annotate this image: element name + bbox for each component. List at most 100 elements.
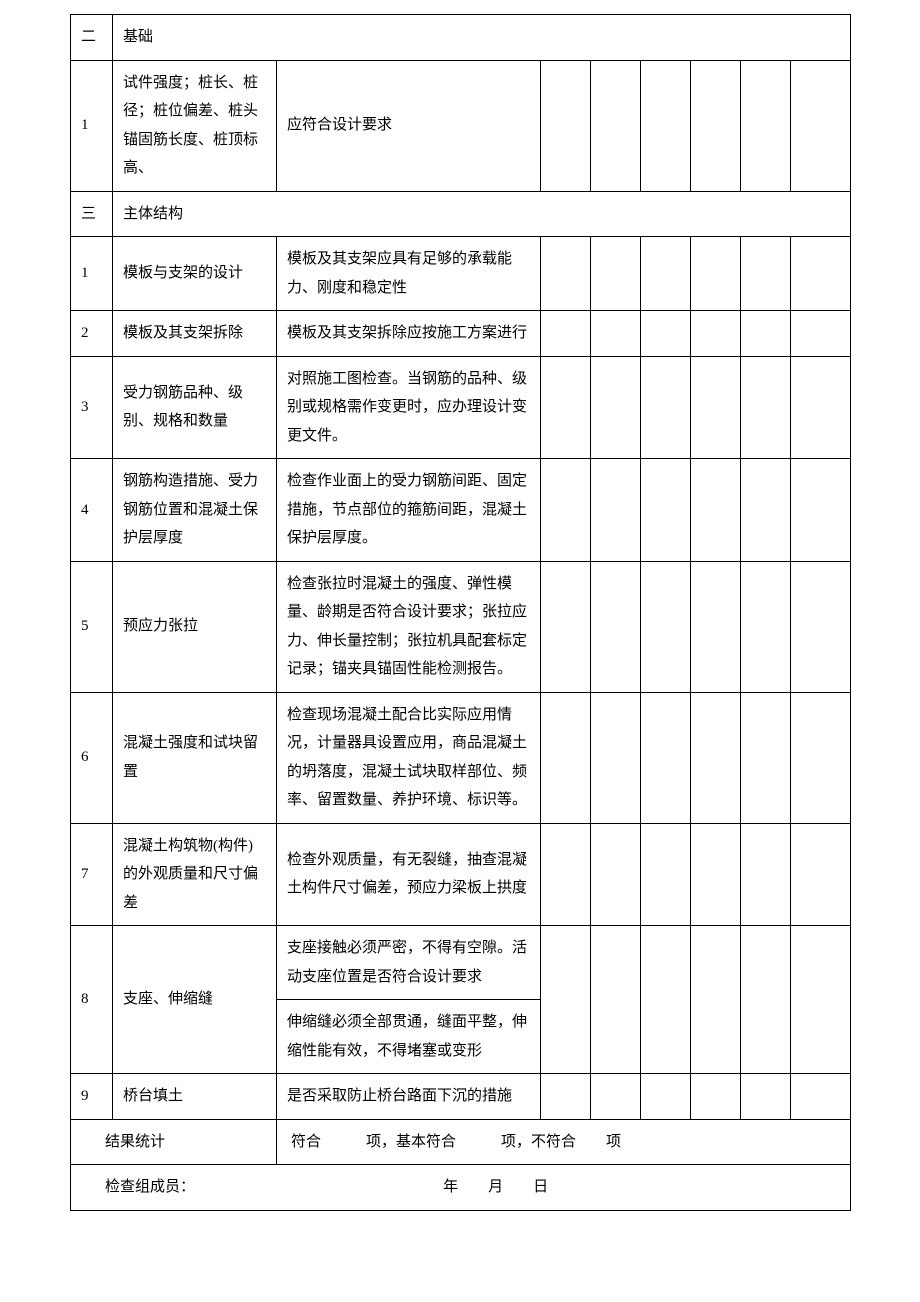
cell-blank xyxy=(741,237,791,311)
results-label: 结果统计 xyxy=(71,1119,277,1165)
cell-blank xyxy=(741,311,791,357)
row-num: 3 xyxy=(71,356,113,459)
section-header-two: 二 基础 xyxy=(71,15,851,61)
cell-blank xyxy=(691,926,741,1074)
cell-blank xyxy=(641,311,691,357)
table-row: 1 试件强度；桩长、桩径；桩位偏差、桩头锚固筋长度、桩顶标高、 应符合设计要求 xyxy=(71,60,851,191)
cell-blank xyxy=(591,561,641,692)
table-row: 1 模板与支架的设计 模板及其支架应具有足够的承载能力、刚度和稳定性 xyxy=(71,237,851,311)
table-row: 3 受力钢筋品种、级别、规格和数量 对照施工图检查。当钢筋的品种、级别或规格需作… xyxy=(71,356,851,459)
row-desc: 支座接触必须严密，不得有空隙。活动支座位置是否符合设计要求 xyxy=(277,926,541,1000)
cell-blank xyxy=(541,1074,591,1120)
row-item: 试件强度；桩长、桩径；桩位偏差、桩头锚固筋长度、桩顶标高、 xyxy=(113,60,277,191)
cell-blank xyxy=(791,561,851,692)
cell-blank xyxy=(641,561,691,692)
cell-blank xyxy=(591,60,641,191)
cell-blank xyxy=(691,823,741,926)
cell-blank xyxy=(791,459,851,562)
cell-blank xyxy=(541,926,591,1074)
cell-blank xyxy=(591,237,641,311)
row-desc: 模板及其支架拆除应按施工方案进行 xyxy=(277,311,541,357)
table-row: 6 混凝土强度和试块留置 检查现场混凝土配合比实际应用情况，计量器具设置应用，商… xyxy=(71,692,851,823)
row-desc: 应符合设计要求 xyxy=(277,60,541,191)
cell-blank xyxy=(541,561,591,692)
cell-blank xyxy=(591,823,641,926)
row-desc: 检查外观质量，有无裂缝，抽查混凝土构件尺寸偏差，预应力梁板上拱度 xyxy=(277,823,541,926)
cell-blank xyxy=(591,926,641,1074)
table-row: 4 钢筋构造措施、受力钢筋位置和混凝土保护层厚度 检查作业面上的受力钢筋间距、固… xyxy=(71,459,851,562)
cell-blank xyxy=(641,237,691,311)
cell-blank xyxy=(591,311,641,357)
cell-blank xyxy=(741,561,791,692)
cell-blank xyxy=(691,1074,741,1120)
cell-blank xyxy=(791,311,851,357)
cell-blank xyxy=(741,459,791,562)
cell-blank xyxy=(591,692,641,823)
members-cell: 检查组成员：年 月 日 xyxy=(71,1165,851,1211)
members-row: 检查组成员：年 月 日 xyxy=(71,1165,851,1211)
section-num: 三 xyxy=(71,191,113,237)
row-desc: 模板及其支架应具有足够的承载能力、刚度和稳定性 xyxy=(277,237,541,311)
cell-blank xyxy=(641,1074,691,1120)
cell-blank xyxy=(691,311,741,357)
row-num: 2 xyxy=(71,311,113,357)
cell-blank xyxy=(791,60,851,191)
row-desc: 检查作业面上的受力钢筋间距、固定措施，节点部位的箍筋间距，混凝土保护层厚度。 xyxy=(277,459,541,562)
row-item: 预应力张拉 xyxy=(113,561,277,692)
row-item: 受力钢筋品种、级别、规格和数量 xyxy=(113,356,277,459)
cell-blank xyxy=(541,356,591,459)
cell-blank xyxy=(641,926,691,1074)
row-item: 模板与支架的设计 xyxy=(113,237,277,311)
cell-blank xyxy=(741,356,791,459)
date-text: 年 月 日 xyxy=(443,1173,548,1202)
cell-blank xyxy=(691,561,741,692)
cell-blank xyxy=(591,1074,641,1120)
row-item: 钢筋构造措施、受力钢筋位置和混凝土保护层厚度 xyxy=(113,459,277,562)
results-row: 结果统计 符合 项，基本符合 项，不符合 项 xyxy=(71,1119,851,1165)
cell-blank xyxy=(641,60,691,191)
results-text: 符合 项，基本符合 项，不符合 项 xyxy=(277,1119,851,1165)
cell-blank xyxy=(691,60,741,191)
row-desc: 检查现场混凝土配合比实际应用情况，计量器具设置应用，商品混凝土的坍落度，混凝土试… xyxy=(277,692,541,823)
row-num: 7 xyxy=(71,823,113,926)
row-num: 9 xyxy=(71,1074,113,1120)
cell-blank xyxy=(741,823,791,926)
cell-blank xyxy=(791,692,851,823)
cell-blank xyxy=(741,60,791,191)
row-desc: 对照施工图检查。当钢筋的品种、级别或规格需作变更时，应办理设计变更文件。 xyxy=(277,356,541,459)
cell-blank xyxy=(541,237,591,311)
cell-blank xyxy=(541,692,591,823)
section-title: 主体结构 xyxy=(113,191,851,237)
row-desc: 检查张拉时混凝土的强度、弹性模量、龄期是否符合设计要求；张拉应力、伸长量控制；张… xyxy=(277,561,541,692)
row-item: 支座、伸缩缝 xyxy=(113,926,277,1074)
cell-blank xyxy=(791,1074,851,1120)
row-num: 1 xyxy=(71,60,113,191)
row-desc: 是否采取防止桥台路面下沉的措施 xyxy=(277,1074,541,1120)
cell-blank xyxy=(541,823,591,926)
cell-blank xyxy=(741,692,791,823)
table-row: 2 模板及其支架拆除 模板及其支架拆除应按施工方案进行 xyxy=(71,311,851,357)
section-title: 基础 xyxy=(113,15,851,61)
section-num: 二 xyxy=(71,15,113,61)
table-row: 7 混凝土构筑物(构件)的外观质量和尺寸偏差 检查外观质量，有无裂缝，抽查混凝土… xyxy=(71,823,851,926)
members-label: 检查组成员： xyxy=(105,1173,443,1202)
row-num: 8 xyxy=(71,926,113,1074)
cell-blank xyxy=(741,926,791,1074)
cell-blank xyxy=(791,823,851,926)
cell-blank xyxy=(791,926,851,1074)
row-num: 1 xyxy=(71,237,113,311)
cell-blank xyxy=(791,237,851,311)
row-item: 混凝土构筑物(构件)的外观质量和尺寸偏差 xyxy=(113,823,277,926)
table-row: 9 桥台填土 是否采取防止桥台路面下沉的措施 xyxy=(71,1074,851,1120)
row-item: 桥台填土 xyxy=(113,1074,277,1120)
cell-blank xyxy=(641,459,691,562)
cell-blank xyxy=(691,237,741,311)
section-header-three: 三 主体结构 xyxy=(71,191,851,237)
cell-blank xyxy=(541,459,591,562)
cell-blank xyxy=(541,311,591,357)
row-desc: 伸缩缝必须全部贯通，缝面平整，伸缩性能有效，不得堵塞或变形 xyxy=(277,1000,541,1074)
cell-blank xyxy=(641,823,691,926)
cell-blank xyxy=(541,60,591,191)
cell-blank xyxy=(641,356,691,459)
row-item: 模板及其支架拆除 xyxy=(113,311,277,357)
